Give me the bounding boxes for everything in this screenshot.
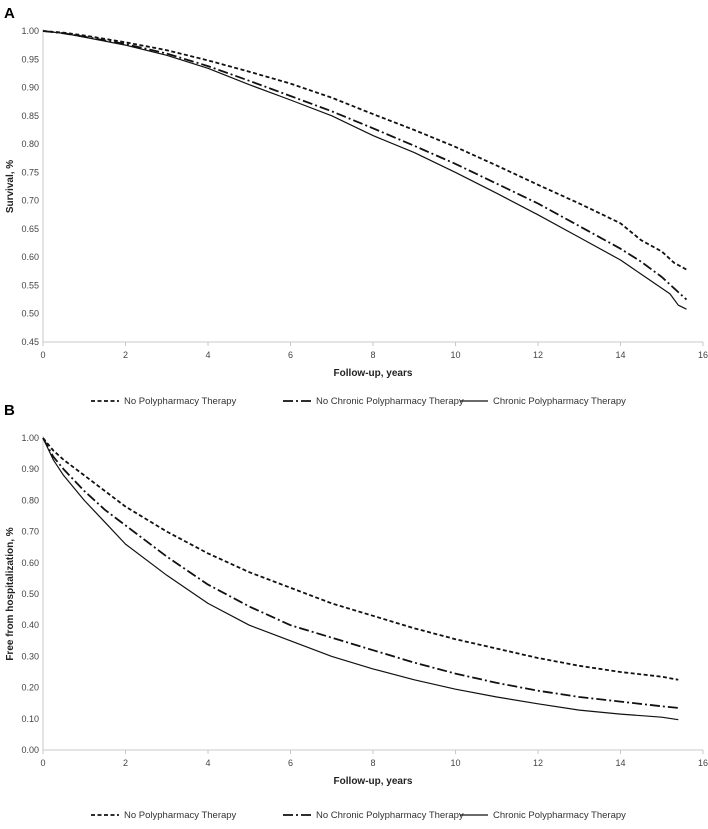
x-tick-label: 8	[370, 350, 375, 360]
y-tick-label: 0.95	[21, 54, 39, 64]
series-line-solid	[42, 30, 687, 310]
x-tick-label: 16	[698, 758, 708, 768]
y-tick-label: 0.30	[21, 651, 39, 661]
x-tick-label: 2	[123, 758, 128, 768]
x-tick-label: 0	[40, 350, 45, 360]
y-axis-title: Free from hospitalization, %	[5, 527, 16, 660]
x-tick-label: 14	[615, 758, 625, 768]
y-tick-label: 0.60	[21, 558, 39, 568]
series-line-solid	[42, 437, 679, 721]
y-tick-label: 0.80	[21, 495, 39, 505]
y-tick-label: 1.00	[21, 433, 39, 443]
x-tick-label: 4	[205, 758, 210, 768]
y-tick-label: 0.70	[21, 196, 39, 206]
chart-panel-b: B 0.00 0.10 0.20 0.30 0.40 0.50 0.60 0.70 0.80 0.9…	[4, 402, 708, 821]
x-tick-label: 8	[370, 758, 375, 768]
series-line-dashdot	[42, 30, 688, 301]
x-tick-label: 16	[698, 350, 708, 360]
y-tick-label: 0.60	[21, 252, 39, 262]
legend-label: No Polypharmacy Therapy	[124, 810, 237, 821]
y-axis-title: Survival, %	[5, 160, 16, 213]
series-line-dashed	[42, 437, 679, 681]
panel-letter: B	[4, 402, 15, 419]
panel-letter: A	[4, 5, 15, 22]
y-tick-label: 0.55	[21, 280, 39, 290]
y-tick-label: 0.90	[21, 83, 39, 93]
legend-label: No Chronic Polypharmacy Therapy	[316, 396, 464, 407]
y-tick-label: 1.00	[21, 26, 39, 36]
x-tick-label: 14	[615, 350, 625, 360]
y-tick-label: 0.40	[21, 620, 39, 630]
y-tick-label: 0.75	[21, 167, 39, 177]
y-tick-label: 0.70	[21, 527, 39, 537]
legend-label: Chronic Polypharmacy Therapy	[493, 810, 626, 821]
y-tick-label: 0.90	[21, 464, 39, 474]
x-tick-label: 12	[533, 758, 543, 768]
y-tick-label: 0.50	[21, 309, 39, 319]
x-tick-label: 6	[288, 350, 293, 360]
y-tick-label: 0.80	[21, 139, 39, 149]
x-tick-label: 4	[205, 350, 210, 360]
chart-panel-a: A 0.45 0.50 0.55 0.60 0.65 0.70 0.75 0.80 0.85 0.9…	[4, 5, 708, 407]
series-line-dashed	[42, 30, 687, 271]
legend-label: No Polypharmacy Therapy	[124, 396, 237, 407]
x-tick-label: 0	[40, 758, 45, 768]
y-tick-label: 0.45	[21, 337, 39, 347]
x-axis-title: Follow-up, years	[334, 776, 413, 787]
x-axis-title: Follow-up, years	[334, 368, 413, 379]
legend-label: No Chronic Polypharmacy Therapy	[316, 810, 464, 821]
x-tick-label: 2	[123, 350, 128, 360]
series-line-dashdot	[42, 437, 679, 709]
legend-label: Chronic Polypharmacy Therapy	[493, 396, 626, 407]
y-tick-label: 0.00	[21, 745, 39, 755]
y-tick-label: 0.50	[21, 589, 39, 599]
x-tick-label: 12	[533, 350, 543, 360]
y-tick-label: 0.20	[21, 683, 39, 693]
x-tick-label: 6	[288, 758, 293, 768]
y-tick-label: 0.10	[21, 714, 39, 724]
y-tick-label: 0.85	[21, 111, 39, 121]
x-tick-label: 10	[450, 350, 460, 360]
y-tick-label: 0.65	[21, 224, 39, 234]
x-tick-label: 10	[450, 758, 460, 768]
